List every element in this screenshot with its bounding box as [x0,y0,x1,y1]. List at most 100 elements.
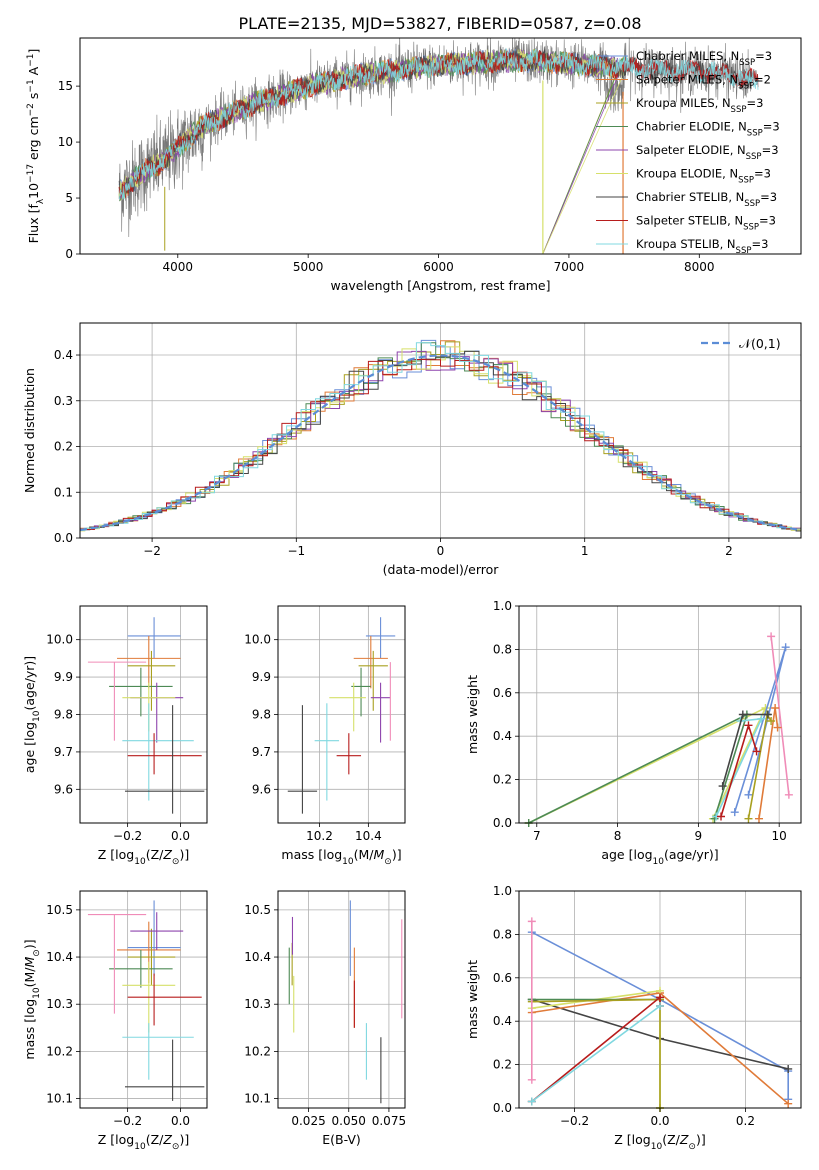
age-vs-mass-errorbar-point [358,650,388,711]
residuals-xtick-label: 1 [581,544,589,558]
weight-vs-Z-ytick-label: 0.4 [493,1014,512,1028]
weight-vs-age-point-marker [767,717,776,726]
weight-vs-age-ylabel: mass weight [465,675,480,754]
weight-vs-Z-point-marker [527,917,536,926]
weight-vs-Z-ytick-label: 1.0 [493,884,512,898]
mass-vs-Z-ytick-label: 10.4 [46,950,73,964]
age-vs-mass-ytick-label: 9.8 [252,708,271,722]
weight-vs-Z-ytick-label: 0.0 [493,1101,512,1115]
panel-age-vs-mass: 10.2 10.4 9.6 9.7 9.8 9.9 10.0 mass [log10(M/M⊙… [244,605,406,867]
mass-vs-Z-errorbar-point [124,1039,205,1101]
mass-vs-ebv-frame [277,890,406,1109]
age-vs-mass-errorbar-point [370,682,391,743]
residuals-ylabel: Normed distribution [22,368,37,493]
age-vs-Z-ytick-label: 9.7 [54,745,73,759]
mass-vs-Z-ytick-label: 10.2 [46,1044,73,1058]
age-vs-Z-ytick-label: 9.8 [54,708,73,722]
weight-vs-Z-point-marker [656,1002,664,1011]
age-vs-Z-errorbar-point [124,705,205,814]
spectrum-xtick-label: 8000 [684,260,715,274]
weight-vs-Z-ytick-label: 0.6 [493,971,512,985]
spectrum-legend-label: Salpeter MILES, NSSP=2 [636,73,771,92]
weight-vs-Z-point-marker [784,1099,793,1108]
residuals-xtick-label: 0 [437,544,445,558]
mass-vs-ebv-xtick-label: 0.025 [291,1114,325,1128]
spectrum-legend-label: Salpeter ELODIE, NSSP=3 [636,143,779,162]
residuals-xlabel: (data-model)/error [383,562,500,577]
age-vs-mass-xtick-label: 10.4 [355,829,382,843]
residuals-legend-label: 𝒩(0,1) [739,336,781,351]
weight-vs-age-point-marker [730,808,739,817]
panel-weight-vs-Z: −0.2 0.0 0.2 0.0 0.2 0.4 0.6 0.8 1.0 Z [log10(Z/Z… [465,884,802,1152]
mass-vs-Z-xtick-label: −0.2 [113,1114,142,1128]
weight-vs-Z-xlabel: Z [log10(Z/Z⊙)] [614,1132,705,1152]
weight-vs-Z-series-line [531,1005,661,1103]
age-vs-mass-ytick-label: 9.7 [252,745,271,759]
age-vs-mass-errorbar-point [353,635,388,689]
spectrum-legend-label: Chabrier STELIB, NSSP=3 [636,190,777,209]
mass-vs-ebv-ytick-label: 10.3 [244,997,271,1011]
age-vs-Z-errorbar-point [127,733,202,775]
residuals-xtick-label: 2 [725,544,733,558]
mass-vs-Z-xlabel: Z [log10(Z/Z⊙)] [98,1132,189,1152]
weight-vs-age-point-marker [718,782,727,791]
weight-vs-Z-point-marker [656,993,664,1002]
mass-vs-Z-errorbar-point [127,973,202,1026]
weight-vs-age-point-marker [744,790,753,799]
age-vs-mass-ytick-label: 10.0 [244,633,271,647]
mass-vs-Z-plot-area [87,900,205,1101]
age-vs-Z-errorbar-point [87,661,147,741]
residuals-histogram [80,342,801,531]
mass-vs-Z-errorbar-point [87,914,147,1014]
spectrum-xtick-label: 5000 [293,260,324,274]
age-vs-Z-xtick-label: 0.0 [171,829,190,843]
panel-weight-vs-age: 7 8 9 10 0.0 0.2 0.4 0.6 0.8 1.0 age [log10(age/yr… [465,599,802,867]
age-vs-mass-errorbar-point [287,705,318,814]
residuals-xtick-label: −1 [287,544,305,558]
age-vs-mass-errorbar-point [351,667,371,717]
spectrum-ytick-label: 5 [65,191,73,205]
spectrum-legend-label: Chabrier ELODIE, NSSP=3 [636,120,780,139]
weight-vs-age-point-marker [763,710,772,719]
age-vs-Z-ytick-label: 9.6 [54,782,73,796]
age-vs-Z-ytick-label: 10.0 [46,633,73,647]
weight-vs-age-frame [518,605,802,824]
weight-vs-Z-point-marker [784,1064,793,1073]
residuals-ytick-label: 0.2 [54,440,73,454]
mass-vs-ebv-ytick-label: 10.5 [244,903,271,917]
panel-mass-vs-Z: −0.2 0.0 10.1 10.2 10.3 10.4 10.5 Z [log10(Z/Z⊙… [22,890,208,1152]
weight-vs-age-point-marker [717,812,726,821]
age-vs-Z-ylabel: age [log10(age/yr)] [22,656,42,773]
weight-vs-Z-xtick-label: 0.2 [736,1114,755,1128]
age-vs-Z-errorbar-point [109,667,173,717]
spectrum-legend-label: Kroupa STELIB, NSSP=3 [636,237,768,256]
weight-vs-age-series-line [770,636,790,795]
age-vs-mass-xlabel: mass [log10(M/M⊙)] [281,847,401,867]
mass-vs-Z-errorbar-point [122,1023,194,1080]
weight-vs-age-point-marker [771,703,780,712]
mass-vs-Z-errorbar-point [109,949,173,988]
age-vs-mass-xtick-label: 10.2 [306,829,333,843]
residuals-normal-curve [80,354,799,532]
mass-vs-Z-xtick-label: 0.0 [171,1114,190,1128]
weight-vs-age-xtick-label: 7 [533,829,541,843]
weight-vs-age-point-marker [744,721,753,730]
weight-vs-Z-ylabel: mass weight [465,960,480,1039]
weight-vs-age-xtick-label: 8 [614,829,622,843]
mass-vs-ebv-xlabel: E(B-V) [322,1132,361,1147]
spectrum-frame [79,37,802,255]
weight-vs-age-point-marker [738,710,747,719]
weight-vs-Z-xtick-label: −0.2 [560,1114,589,1128]
residuals-histogram [80,350,801,532]
mass-vs-Z-errorbar-point [127,928,176,986]
weight-vs-age-ytick-label: 0.4 [493,729,512,743]
mass-vs-Z-errorbar-point [127,900,181,976]
age-vs-mass-plot-area [287,617,396,814]
mass-vs-ebv-plot-area [288,900,403,1104]
mass-vs-ebv-ytick-label: 10.1 [244,1092,271,1106]
spectrum-ytick-label: 15 [58,79,73,93]
weight-vs-age-point-marker [744,814,753,823]
mass-vs-Z-frame [79,890,208,1109]
